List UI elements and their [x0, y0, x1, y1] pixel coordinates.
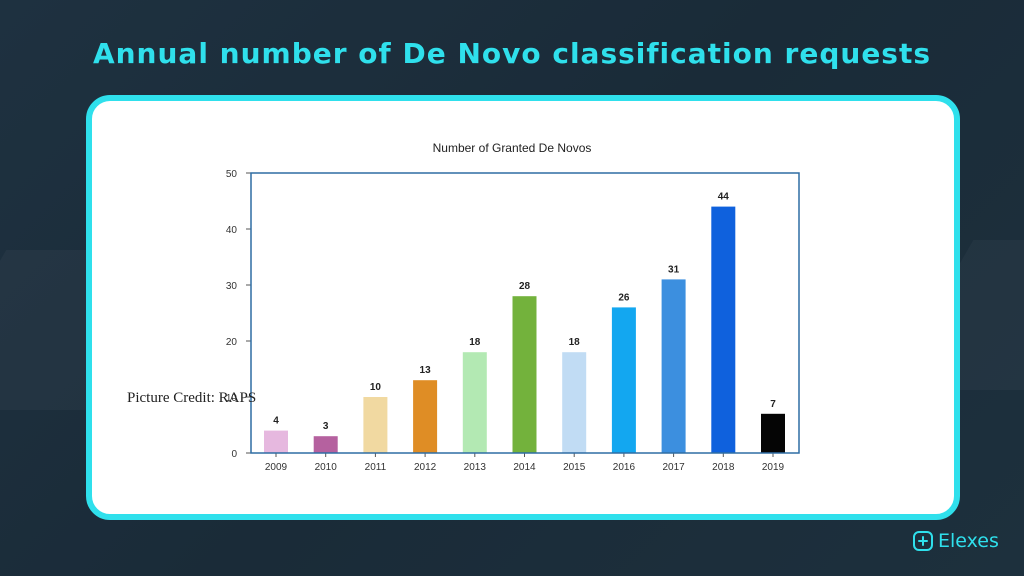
x-tick-label: 2009: [265, 462, 288, 473]
bar-2015: [562, 352, 587, 453]
data-label: 3: [323, 421, 329, 432]
x-tick-label: 2018: [712, 462, 735, 473]
data-label: 10: [370, 382, 382, 393]
bar-2012: [413, 380, 438, 453]
bar-2019: [761, 413, 785, 453]
page-title: Annual number of De Novo classification …: [92, 37, 932, 70]
brand-logo[interactable]: Elexes: [912, 530, 999, 552]
y-tick-label: 40: [226, 225, 238, 236]
chart-title: Number of Granted De Novos: [433, 141, 592, 155]
bar-2016: [611, 307, 636, 453]
bar-2013: [462, 352, 487, 453]
data-label: 28: [519, 281, 531, 292]
bar-2011: [363, 397, 388, 453]
data-label: 13: [420, 365, 432, 376]
y-tick-label: 20: [226, 337, 238, 348]
x-tick-label: 2014: [513, 462, 536, 473]
x-tick-label: 2016: [613, 462, 636, 473]
x-tick-label: 2019: [762, 462, 785, 473]
bar-2017: [661, 279, 686, 453]
y-tick-label: 50: [226, 169, 238, 180]
bar-2009: [264, 430, 288, 453]
bars: [264, 206, 785, 453]
data-label: 7: [770, 399, 776, 410]
data-label: 18: [469, 337, 481, 348]
cross-heart-icon: [913, 531, 933, 551]
x-axis: 2009 2010 2011 2012 2013 2014 2015 2016 2017 2018…: [265, 453, 785, 473]
x-tick-label: 2015: [563, 462, 586, 473]
x-tick-label: 2010: [315, 462, 338, 473]
y-axis: 0 10 20 30 40 50: [226, 169, 251, 460]
y-tick-label: 30: [226, 281, 238, 292]
bar-2010: [313, 436, 338, 453]
x-tick-label: 2013: [464, 462, 487, 473]
y-tick-label: 10: [226, 393, 238, 404]
data-label: 26: [618, 292, 630, 303]
x-tick-label: 2012: [414, 462, 437, 473]
data-labels: 4 3 10 13 18 28 18 26 31 44 7: [273, 192, 776, 433]
brand-name: Elexes: [938, 530, 999, 552]
data-label: 4: [273, 416, 279, 427]
data-label: 18: [569, 337, 581, 348]
bar-2014: [512, 296, 537, 453]
y-tick-label: 0: [231, 449, 237, 460]
data-label: 44: [718, 192, 730, 203]
data-label: 31: [668, 264, 680, 275]
plot-frame: [250, 172, 800, 454]
x-tick-label: 2011: [365, 462, 387, 473]
picture-credit: Picture Credit: RAPS: [127, 390, 257, 406]
bar-2018: [711, 206, 736, 453]
x-tick-label: 2017: [662, 462, 685, 473]
